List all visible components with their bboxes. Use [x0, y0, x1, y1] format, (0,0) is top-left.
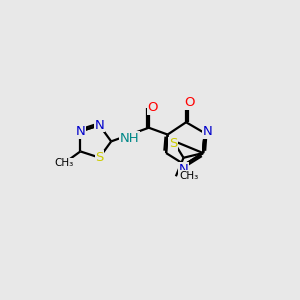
Text: N: N — [179, 163, 189, 176]
Text: CH₃: CH₃ — [55, 158, 74, 168]
Text: S: S — [169, 137, 177, 150]
Text: CH₃: CH₃ — [179, 170, 198, 181]
Text: N: N — [76, 125, 85, 138]
Text: O: O — [147, 101, 158, 114]
Text: N: N — [203, 125, 212, 138]
Text: S: S — [95, 151, 103, 164]
Text: N: N — [94, 119, 104, 132]
Text: O: O — [185, 97, 195, 110]
Text: NH: NH — [119, 132, 139, 145]
